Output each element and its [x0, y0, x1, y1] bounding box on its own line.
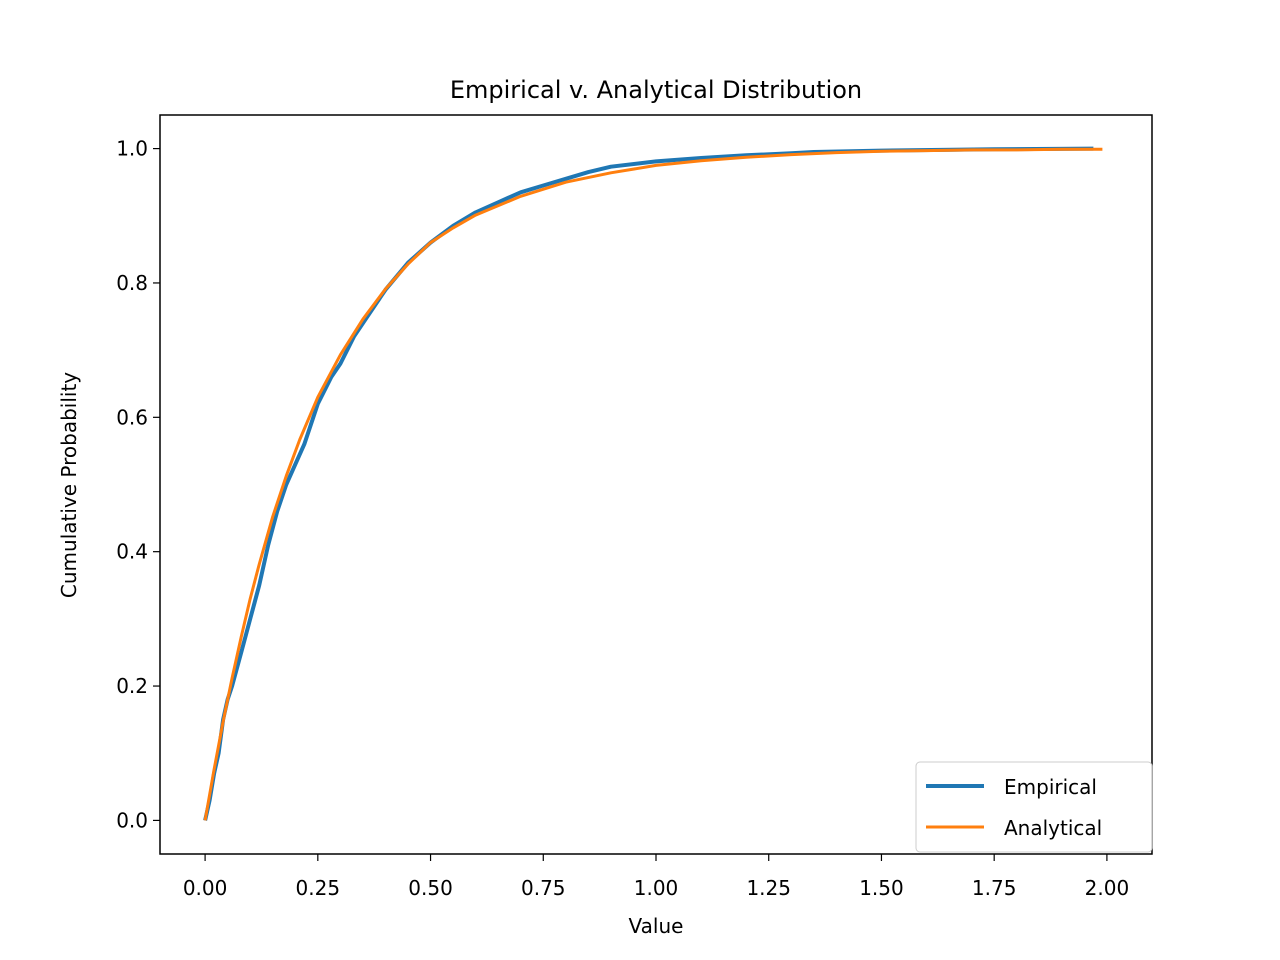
x-tick-label: 1.25 — [746, 876, 791, 900]
x-axis-label: Value — [629, 914, 684, 938]
y-axis-label: Cumulative Probability — [57, 372, 81, 598]
x-tick-label: 1.00 — [634, 876, 679, 900]
y-tick-label: 1.0 — [116, 137, 148, 161]
y-tick-label: 0.4 — [116, 540, 148, 564]
x-tick-label: 0.75 — [521, 876, 566, 900]
legend-label-empirical: Empirical — [1004, 775, 1097, 799]
chart-title: Empirical v. Analytical Distribution — [450, 76, 862, 104]
x-tick-label: 2.00 — [1085, 876, 1130, 900]
x-tick-label: 0.50 — [408, 876, 453, 900]
legend: Empirical Analytical — [915, 761, 1153, 853]
series-line-analytical — [203, 147, 1103, 821]
y-tick-label: 0.6 — [116, 405, 148, 429]
plot-area — [203, 146, 1103, 821]
x-tick-label: 1.50 — [859, 876, 904, 900]
x-tick-label: 0.25 — [296, 876, 341, 900]
x-tick-label: 0.00 — [183, 876, 228, 900]
y-tick-label: 0.8 — [116, 271, 148, 295]
y-tick-label: 0.0 — [116, 808, 148, 832]
x-tick-label: 1.75 — [972, 876, 1017, 900]
series-line-empirical — [203, 146, 1094, 821]
axes: 0.00 0.25 0.50 0.75 1.00 1.25 1.50 1.75 2.00 0.0 0… — [116, 114, 1153, 900]
y-tick-label: 0.2 — [116, 674, 148, 698]
legend-label-analytical: Analytical — [1004, 816, 1102, 840]
